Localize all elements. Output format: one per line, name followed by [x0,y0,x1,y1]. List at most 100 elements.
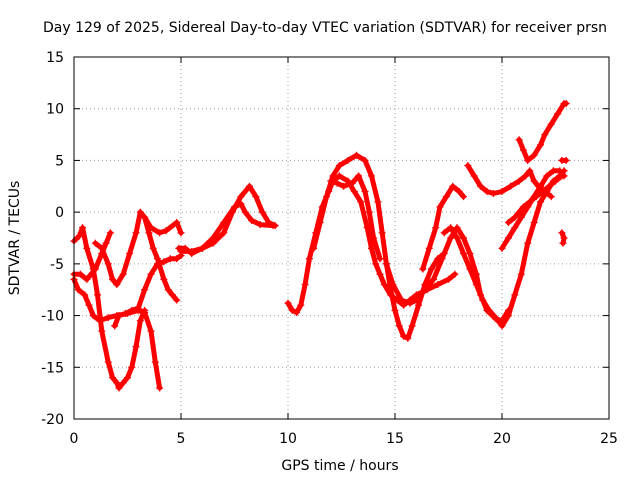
data-point [459,193,467,201]
data-point [132,343,140,351]
data-point [344,156,352,164]
y-tick-label: 0 [55,205,64,221]
data-point [177,229,185,237]
data-point [156,384,164,392]
data-point [559,239,567,247]
data-point [151,358,159,366]
data-point [415,301,423,309]
data-point [305,255,313,263]
data-point [75,232,83,240]
data-point [316,218,324,226]
data-point [145,229,153,237]
data-point [466,265,474,273]
data-point [126,250,134,258]
data-point [104,314,112,322]
data-point [109,374,117,382]
data-point [562,100,570,108]
data-point [160,258,168,266]
data-point [537,182,545,190]
data-point [361,187,369,195]
data-point [389,281,397,289]
data-point [231,203,238,211]
data-point [160,275,168,283]
data-point [419,265,427,273]
data-point [258,208,266,216]
data-point [459,234,467,242]
data-point [335,172,343,180]
data-point [372,260,380,268]
data-point [445,275,452,283]
data-point [79,224,87,232]
data-point [412,296,420,304]
data-point [376,270,384,278]
data-point [220,229,228,237]
data-point [335,162,343,170]
data-point [485,306,493,314]
data-point [376,255,384,263]
data-point [451,270,459,278]
data-point [89,312,97,320]
data-point [104,358,112,366]
data-point [128,363,136,371]
y-tick-label: 5 [55,153,64,169]
data-point [517,270,525,278]
data-point [168,291,176,299]
data-point [549,167,557,175]
data-point [447,224,455,232]
data-point [119,379,127,387]
data-point [489,190,497,198]
data-point [374,198,382,206]
data-point [545,182,553,190]
y-tick-label: -20 [41,412,64,428]
data-point [177,247,185,255]
data-point [134,304,142,312]
data-point [237,193,245,201]
data-point [470,172,478,180]
data-point [504,312,512,320]
data-point [164,286,172,294]
data-point [537,198,545,206]
data-point [515,177,523,185]
data-point [530,151,538,159]
data-point [421,286,429,294]
data-point [517,213,525,221]
data-point [91,239,99,247]
data-point [109,275,117,283]
data-point [252,193,260,201]
data-point [391,306,399,314]
data-point [558,172,566,180]
y-tick-label: 10 [46,102,64,118]
chart-title: Day 129 of 2025, Sidereal Day-to-day VTE… [43,20,607,36]
data-point [556,167,564,175]
y-tick-label: -10 [41,309,64,325]
data-point [173,296,181,304]
data-point [464,162,472,170]
data-point [524,239,532,247]
data-point [395,322,403,330]
data-point [241,208,249,216]
x-tick-label: 20 [493,431,511,447]
data-point [132,229,140,237]
data-point [492,314,500,322]
data-point [552,177,559,185]
data-point [543,172,551,180]
data-point [149,244,157,252]
data-point [119,270,127,278]
data-point [348,179,356,187]
data-point [526,167,534,175]
data-point [438,255,446,263]
data-point [301,281,309,289]
data-point [91,265,99,273]
data-point [237,200,245,208]
data-point [98,244,106,252]
x-tick-label: 15 [386,431,404,447]
data-point [357,198,365,206]
data-point [511,291,519,299]
data-point [76,270,84,278]
data-point [532,193,540,201]
data-point [498,322,506,330]
data-point [541,131,549,139]
data-point [430,275,438,283]
data-point [141,308,149,316]
data-point [519,146,527,154]
